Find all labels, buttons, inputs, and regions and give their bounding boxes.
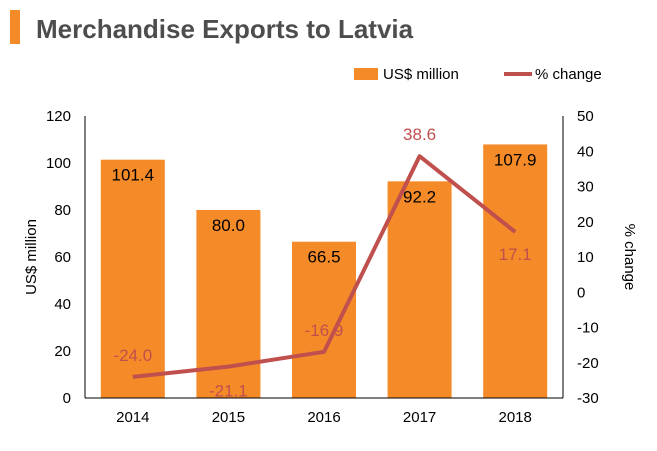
line-value-label: 17.1 (499, 245, 532, 264)
line-value-label: 38.6 (403, 125, 436, 144)
line-value-label: -21.1 (209, 382, 248, 401)
y2-tick-label: 40 (577, 143, 594, 160)
y-tick-label: 20 (54, 343, 71, 360)
bar-value-label: 66.5 (307, 248, 340, 267)
bar-2016 (292, 241, 356, 398)
y-axis-title: US$ million (23, 219, 40, 295)
y2-tick-label: -30 (577, 390, 599, 407)
bar-value-label: 107.9 (494, 150, 537, 169)
y2-axis-title: % change (621, 224, 638, 291)
y-tick-label: 40 (54, 296, 71, 313)
bar-2014 (100, 159, 165, 398)
line-value-label: -16.9 (305, 321, 344, 340)
y2-tick-label: -10 (577, 320, 599, 337)
line-series-pct-change (132, 154, 517, 379)
x-tick-label: 2018 (499, 409, 532, 426)
line-value-label: -24.0 (113, 346, 152, 365)
page-title: Merchandise Exports to Latvia (36, 14, 414, 44)
bar-2018 (483, 144, 548, 398)
bar-value-label: 92.2 (403, 187, 436, 206)
x-tick-label: 2017 (403, 409, 436, 426)
y-tick-label: 100 (46, 155, 71, 172)
y-tick-label: 0 (63, 390, 71, 407)
y2-tick-label: 20 (577, 214, 594, 231)
title-accent-bar (10, 10, 20, 44)
legend-swatch-bar (354, 68, 378, 80)
y-tick-label: 120 (46, 108, 71, 125)
y2-tick-label: -20 (577, 355, 599, 372)
y-tick-label: 60 (54, 249, 71, 266)
bar-value-label: 80.0 (212, 216, 245, 235)
bar-value-label: 101.4 (112, 166, 155, 185)
y2-tick-label: 50 (577, 108, 594, 125)
x-tick-label: 2014 (116, 409, 149, 426)
y2-tick-label: 0 (577, 284, 585, 301)
legend-label-line: % change (535, 66, 602, 83)
y-tick-label: 80 (54, 202, 71, 219)
x-tick-label: 2015 (212, 409, 245, 426)
legend-label-bar: US$ million (383, 66, 459, 83)
y2-tick-label: 10 (577, 249, 594, 266)
x-tick-label: 2016 (307, 409, 340, 426)
y2-tick-label: 30 (577, 179, 594, 196)
bar-2017 (387, 181, 452, 398)
